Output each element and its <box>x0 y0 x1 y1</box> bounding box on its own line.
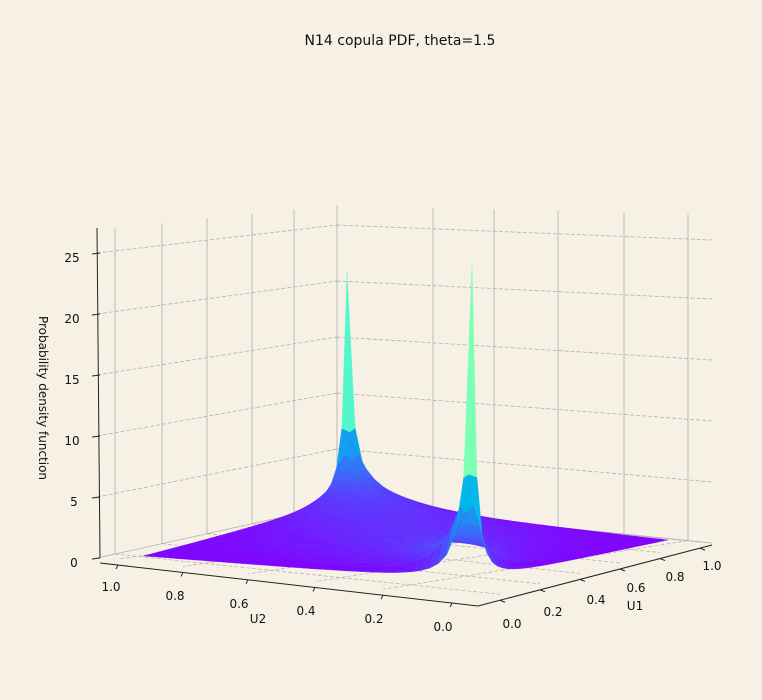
u2-tick-label: 0.8 <box>165 589 185 603</box>
u1-tick-label: 0.0 <box>502 617 522 631</box>
u1-tick-mark <box>619 568 626 572</box>
u1-floor-gridline <box>114 553 501 595</box>
z-axis-line <box>96 227 101 559</box>
z-gridline <box>96 448 338 498</box>
z-tick-label: 25 <box>64 251 80 265</box>
chart-title: N14 copula PDF, theta=1.5 <box>304 33 496 49</box>
z-gridline <box>96 224 338 254</box>
z-tick-mark <box>91 557 101 560</box>
axis-lines <box>91 227 713 608</box>
z-tick-label: 5 <box>70 495 78 509</box>
u2-tick-mark <box>380 594 384 600</box>
u1-tick-mark <box>579 578 586 582</box>
u1-axis-label: U1 <box>626 599 644 613</box>
z-tick-label: 20 <box>64 312 80 326</box>
u2-tick-mark <box>180 572 184 577</box>
u1-tick-mark <box>499 599 506 603</box>
z-gridline <box>336 280 713 300</box>
u2-axis-line <box>99 562 479 607</box>
z-gridline <box>336 336 713 361</box>
u1-tick-label: 0.4 <box>586 593 606 607</box>
z-gridline <box>336 392 713 422</box>
u2-axis-label: U2 <box>249 612 267 626</box>
z-tick-mark <box>91 435 101 438</box>
z-gridline <box>336 448 713 483</box>
surface <box>142 261 669 573</box>
u2-tick-mark <box>312 587 316 592</box>
u2-tick-label: 0.6 <box>229 597 249 611</box>
z-tick-label: 0 <box>70 556 78 570</box>
u1-tick-label: 0.2 <box>543 605 563 619</box>
u1-tick-mark <box>699 547 706 551</box>
u2-tick-mark <box>115 564 119 570</box>
u2-tick-label: 1.0 <box>101 580 121 594</box>
z-tick-mark <box>91 374 101 377</box>
u2-tick-label: 0.0 <box>433 620 453 634</box>
u1-tick-mark <box>539 589 546 593</box>
u1-axis-line <box>477 544 713 607</box>
u2-tick-mark <box>245 579 249 585</box>
z-gridline <box>96 336 338 376</box>
z-gridline <box>96 280 338 315</box>
u2-tick-label: 0.2 <box>364 612 384 626</box>
surface-face <box>463 261 478 478</box>
u2-tick-label: 0.4 <box>296 604 316 618</box>
z-tick-mark <box>91 252 101 255</box>
z-tick-label: 10 <box>64 434 80 448</box>
z-tick-mark <box>91 496 101 499</box>
u1-tick-label: 1.0 <box>702 559 722 573</box>
u1-tick-mark <box>659 558 666 562</box>
z-gridline <box>336 224 713 241</box>
u1-tick-label: 0.6 <box>626 581 646 595</box>
z-tick-label: 15 <box>64 373 80 387</box>
u2-floor-gridline <box>382 540 689 590</box>
u2-tick-mark <box>449 602 453 608</box>
surface-face <box>341 271 356 433</box>
z-gridline <box>96 392 338 437</box>
u1-tick-label: 0.8 <box>665 570 685 584</box>
z-axis-label: Probability density function <box>36 315 50 481</box>
u2-floor-gridline <box>314 533 625 582</box>
z-tick-mark <box>91 313 101 316</box>
